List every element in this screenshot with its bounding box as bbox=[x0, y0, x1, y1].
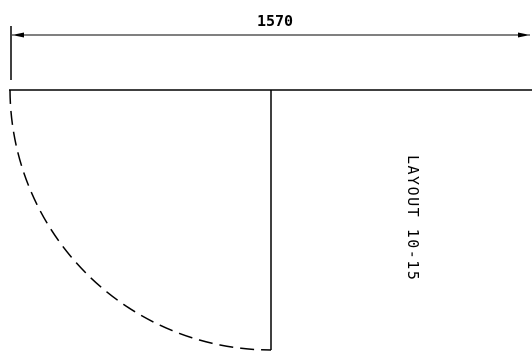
dimension bbox=[10, 26, 530, 80]
door-swing-arc bbox=[9, 89, 272, 351]
dimension-label: 1570 bbox=[257, 12, 293, 30]
dimension-arrow-left bbox=[12, 32, 24, 38]
dimension-arrow-right bbox=[518, 32, 530, 38]
layout-label: LAYOUT 10-15 bbox=[404, 155, 422, 281]
